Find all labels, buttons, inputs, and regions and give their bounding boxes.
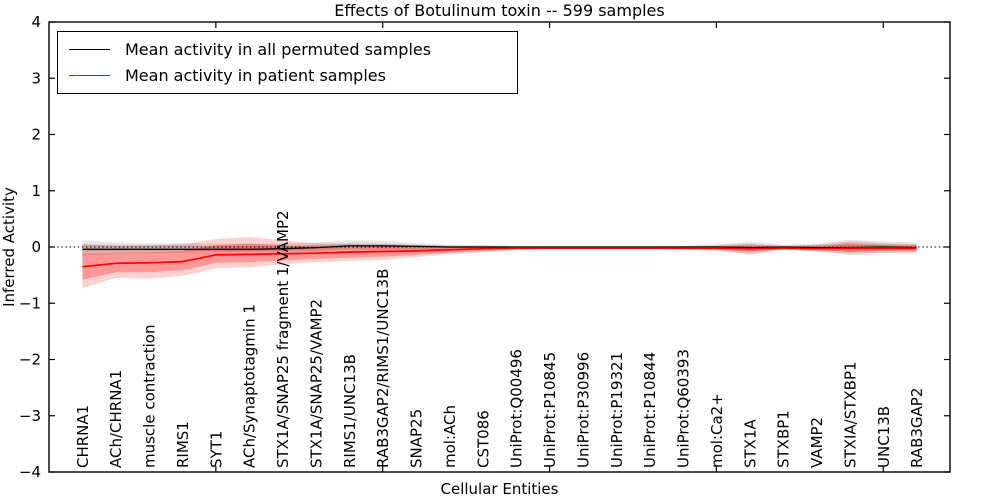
patient-mean-line — [82, 247, 917, 268]
x-tick-label: UNC13B — [875, 406, 893, 468]
x-tick-label: RAB3GAP2 — [908, 388, 926, 468]
chart-title: Effects of Botulinum toxin -- 599 sample… — [334, 1, 665, 20]
y-axis-title: Inferred Activity — [0, 187, 18, 307]
legend-item-permuted: Mean activity in all permuted samples — [58, 36, 517, 62]
x-tick-label: ACh/Synaptotagmin 1 — [241, 304, 259, 468]
x-tick-label: VAMP2 — [808, 417, 826, 468]
x-axis-title: Cellular Entities — [440, 480, 559, 498]
x-tick-label: mol:ACh — [441, 405, 459, 468]
x-tick-label: STX1A/SNAP25 fragment 1/VAMP2 — [274, 210, 292, 468]
x-tick-label: CHRNA1 — [74, 405, 92, 468]
x-tick-label: SYT1 — [207, 431, 225, 468]
legend: Mean activity in all permuted samples Me… — [57, 31, 518, 94]
x-tick-label: STXIA/STXBP1 — [841, 361, 859, 468]
x-tick-label: muscle contraction — [141, 325, 159, 469]
patient-line-swatch — [69, 75, 110, 77]
x-tick-label: UniProt:Q00496 — [508, 349, 526, 468]
y-tick-label: 0 — [31, 238, 41, 256]
legend-item-patient: Mean activity in patient samples — [58, 63, 517, 89]
permuted-line-swatch — [69, 48, 110, 50]
patient-band-inner — [82, 243, 917, 280]
plot-frame — [48, 21, 951, 473]
y-tick-label: −4 — [19, 463, 41, 481]
x-tick-label: UniProt:P19321 — [608, 352, 626, 468]
y-tick-label: 3 — [31, 69, 41, 87]
legend-label-permuted: Mean activity in all permuted samples — [125, 39, 432, 59]
y-tick-label: −1 — [19, 294, 41, 312]
patient-band-outer — [82, 236, 917, 289]
x-tick-label: CST086 — [474, 410, 492, 468]
x-tick-label: ACh/CHRNA1 — [107, 370, 125, 468]
x-tick-label: RIMS1 — [174, 421, 192, 468]
y-tick-label: 2 — [31, 126, 41, 144]
y-tick-label: 1 — [31, 182, 41, 200]
x-tick-label: UniProt:P10845 — [541, 352, 559, 468]
x-tick-label: SNAP25 — [408, 409, 426, 468]
x-tick-label: UniProt:P10844 — [641, 352, 659, 468]
y-tick-label: 4 — [31, 13, 41, 31]
y-tick-label: −2 — [19, 351, 41, 369]
x-tick-label: mol:Ca2+ — [708, 393, 726, 468]
y-tick-label: −3 — [19, 407, 41, 425]
x-tick-label: STXBP1 — [775, 410, 793, 468]
x-tick-label: STX1A — [741, 418, 759, 468]
x-tick-label: UniProt:Q60393 — [675, 349, 693, 468]
x-tick-label: UniProt:P30996 — [574, 352, 592, 468]
legend-label-patient: Mean activity in patient samples — [125, 66, 386, 86]
x-tick-label: RIMS1/UNC13B — [341, 354, 359, 468]
x-tick-label: STX1A/SNAP25/VAMP2 — [307, 299, 325, 468]
x-tick-label: RAB3GAP2/RIMS1/UNC13B — [374, 269, 392, 468]
permuted-mean-line — [82, 245, 917, 250]
